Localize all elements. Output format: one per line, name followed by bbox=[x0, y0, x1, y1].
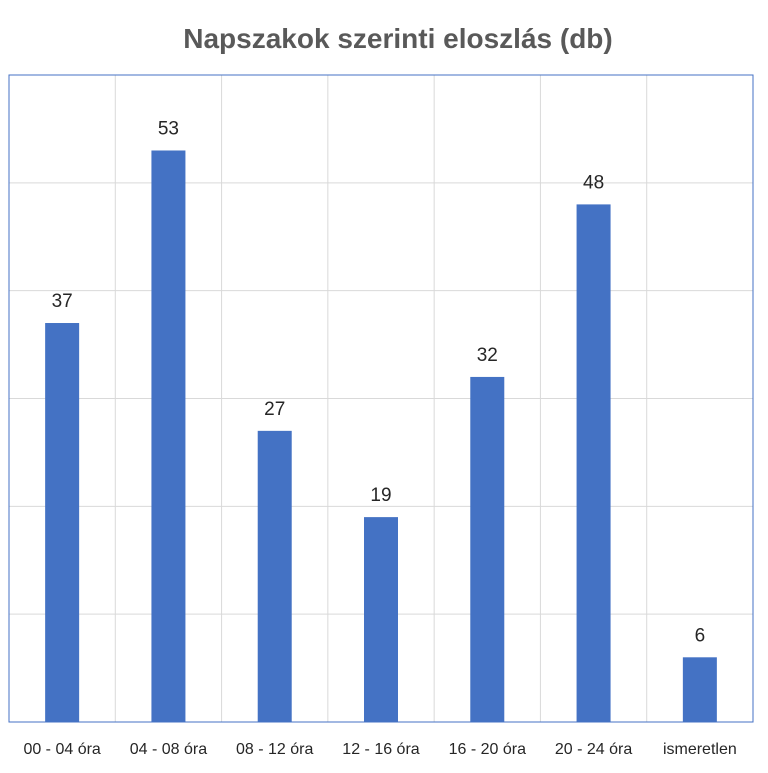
x-tick-label: 00 - 04 óra bbox=[23, 741, 100, 758]
bar-value-label: 6 bbox=[695, 625, 706, 646]
x-tick-label: 12 - 16 óra bbox=[342, 741, 419, 758]
bars bbox=[45, 150, 717, 722]
x-tick-labels: 00 - 04 óra 04 - 08 óra 08 - 12 óra 12 - 16… bbox=[23, 741, 736, 758]
bar bbox=[682, 657, 717, 722]
bar-value-label: 53 bbox=[158, 118, 179, 139]
bar bbox=[576, 204, 611, 722]
bar bbox=[151, 150, 186, 722]
x-tick-label: 20 - 24 óra bbox=[555, 741, 632, 758]
x-tick-label: 16 - 20 óra bbox=[449, 741, 526, 758]
x-tick-label: 08 - 12 óra bbox=[236, 741, 313, 758]
x-tick-label: ismeretlen bbox=[663, 741, 737, 758]
plot-area-border bbox=[8, 74, 754, 723]
chart-title: Napszakok szerinti eloszlás (db) bbox=[183, 23, 612, 54]
bar bbox=[45, 323, 80, 722]
bar bbox=[364, 517, 398, 722]
data-labels: 37 53 27 19 32 48 6 bbox=[52, 118, 706, 646]
bar bbox=[257, 430, 292, 722]
bar-value-label: 19 bbox=[370, 485, 391, 506]
gridlines bbox=[9, 75, 753, 722]
bar-value-label: 27 bbox=[264, 399, 285, 420]
bar-value-label: 37 bbox=[52, 291, 73, 312]
bar-value-label: 32 bbox=[477, 345, 498, 366]
bar bbox=[470, 376, 505, 722]
bar-value-label: 48 bbox=[583, 172, 604, 193]
x-tick-label: 04 - 08 óra bbox=[130, 741, 207, 758]
